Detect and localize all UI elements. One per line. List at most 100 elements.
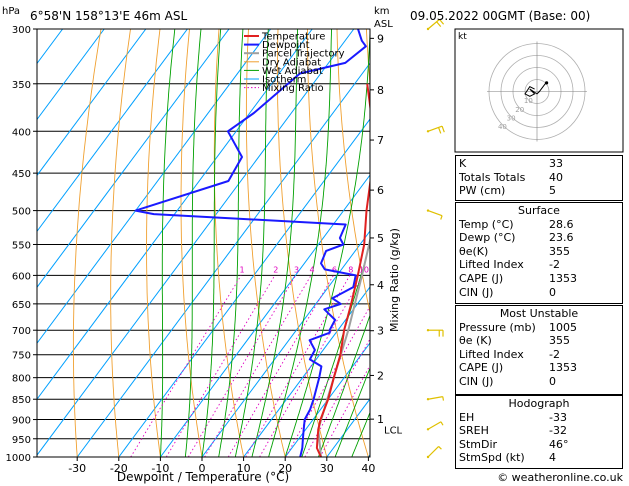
dry-adiabat-line: [213, 29, 245, 457]
dry-adiabat-line: [110, 29, 131, 457]
isotherm-line: [37, 29, 313, 401]
mixing-ratio-label: 20: [401, 265, 411, 274]
pressure-tick-label: 900: [12, 416, 31, 427]
hodograph-ring-label: 10: [524, 97, 533, 105]
plot-frame: [36, 28, 371, 458]
surface-title: Surface: [518, 204, 560, 217]
eh-label: EH: [459, 410, 475, 424]
mixing-ratio-label: 1: [240, 265, 245, 274]
stmdir-label: StmDir: [459, 437, 498, 451]
height-tick-label: 5: [377, 232, 384, 245]
wind-barb-staff: [427, 18, 440, 30]
k-value: 33: [549, 157, 563, 170]
mixing-ratio-line: [204, 275, 312, 457]
temperature-line: [315, 83, 370, 457]
mixing-ratio-label: 2: [273, 265, 278, 274]
wind-barb-staff: [427, 421, 442, 430]
hodograph-title: Hodograph: [508, 397, 570, 410]
isotherm-line: [37, 29, 272, 345]
most-unstable-panel: Most Unstable Pressure (mb) 1005 θe (K) 35…: [455, 307, 623, 389]
temperature-tick-label: 0: [199, 462, 206, 475]
mu-cape-value: 1353: [549, 361, 577, 375]
pressure-tick-label: 600: [12, 271, 31, 282]
x-axis-label: Dewpoint / Temperature (°C): [117, 470, 289, 484]
isotherm-line: [243, 286, 370, 457]
isotherm-line: [118, 118, 370, 457]
mixing-ratio-line: [285, 305, 370, 457]
mixing-ratio-label: 6: [332, 265, 337, 274]
surface-thetae-value: 355: [549, 244, 570, 258]
mixing-ratio-label: 3: [294, 265, 299, 274]
dry-adiabat-line: [276, 29, 328, 457]
isotherm-line: [37, 29, 147, 177]
wind-barb-flag: [441, 125, 445, 133]
pressure-tick-label: 500: [12, 207, 31, 218]
height-tick-label: 4: [377, 279, 384, 292]
mu-cin-label: CIN (J): [459, 374, 494, 388]
temperature-tick-label: 30: [320, 462, 334, 475]
totals-value: 40: [549, 170, 563, 184]
isotherm-line: [37, 29, 64, 65]
k-label: K: [459, 157, 467, 170]
wind-barb-base: [426, 455, 430, 459]
pressure-tick-label: 550: [12, 240, 31, 251]
wet-adiabat-line: [201, 29, 222, 457]
temperature-tick-label: -30: [68, 462, 86, 475]
index-box-surface: [455, 202, 623, 304]
isotherm-line: [76, 62, 370, 457]
pressure-tick-label: 1000: [6, 453, 31, 464]
wet-adiabat-line: [218, 29, 244, 457]
surface-cin-label: CIN (J): [459, 285, 494, 299]
temperature-tick-label: 40: [361, 462, 375, 475]
pressure-tick-label: 950: [12, 435, 31, 446]
dry-adiabat-line: [180, 29, 203, 457]
dry-adiabat-line: [72, 29, 102, 457]
pressure-tick-label: 750: [12, 351, 31, 362]
mixing-ratio-line: [245, 275, 351, 457]
surface-dewp-label: Dewp (°C): [459, 231, 516, 245]
surface-temp-label: Temp (°C): [459, 217, 514, 231]
mu-thetae-label: θe (K): [459, 334, 492, 348]
hodograph-ring-label: 20: [515, 106, 524, 114]
pressure-tick-label: 800: [12, 374, 31, 385]
index-box-hodograph: [455, 395, 623, 469]
stmspd-label: StmSpd (kt): [459, 451, 525, 465]
wind-barb-base: [426, 130, 430, 133]
wind-barb-flag: [436, 21, 442, 28]
pw-value: 5: [549, 184, 556, 198]
temperature-tick-label: 10: [237, 462, 251, 475]
mu-cin-value: 0: [549, 374, 556, 388]
hodograph-panel: Hodograph EH -33 SREH -32 StmDir 46° StmSpd…: [455, 397, 623, 465]
wet-adiabat-line: [159, 29, 176, 457]
wind-barb-flag: [440, 215, 443, 220]
pressure-tick-label: 450: [12, 169, 31, 180]
surface-li-value: -2: [549, 258, 560, 272]
surface-li-label: Lifted Index: [459, 258, 524, 272]
surface-thetae-label: θe(K): [459, 244, 489, 258]
wind-profile: [426, 18, 445, 459]
asl-label: ASL: [374, 19, 393, 30]
pressure-tick-label: 300: [12, 25, 31, 36]
dry-adiabat-line: [146, 29, 161, 457]
wet-adiabat-line: [184, 29, 202, 457]
totals-label: Totals Totals: [459, 170, 526, 184]
hodograph-storm-motion: [545, 81, 549, 85]
mixing-ratio-line: [227, 275, 334, 457]
stmspd-value: 4: [549, 451, 556, 465]
height-tick-label: 1: [377, 413, 384, 426]
stmdir-value: 46°: [549, 437, 569, 451]
pressure-tick-label: 350: [12, 80, 31, 91]
mu-li-value: -2: [549, 347, 560, 361]
wet-adiabat-line: [234, 29, 269, 457]
pw-label: PW (cm): [459, 184, 506, 198]
legend-label: Dry Adiabat: [262, 57, 321, 68]
wind-barb-staff: [427, 125, 443, 132]
hodograph-ring-label: 30: [507, 114, 516, 122]
hpa-label: hPa: [2, 6, 20, 17]
pressure-tick-label: 700: [12, 326, 31, 337]
sreh-label: SREH: [459, 424, 489, 438]
dry-adiabat-line: [307, 29, 369, 457]
height-tick-label: 2: [377, 369, 384, 382]
mixing-ratio-line: [130, 275, 242, 457]
